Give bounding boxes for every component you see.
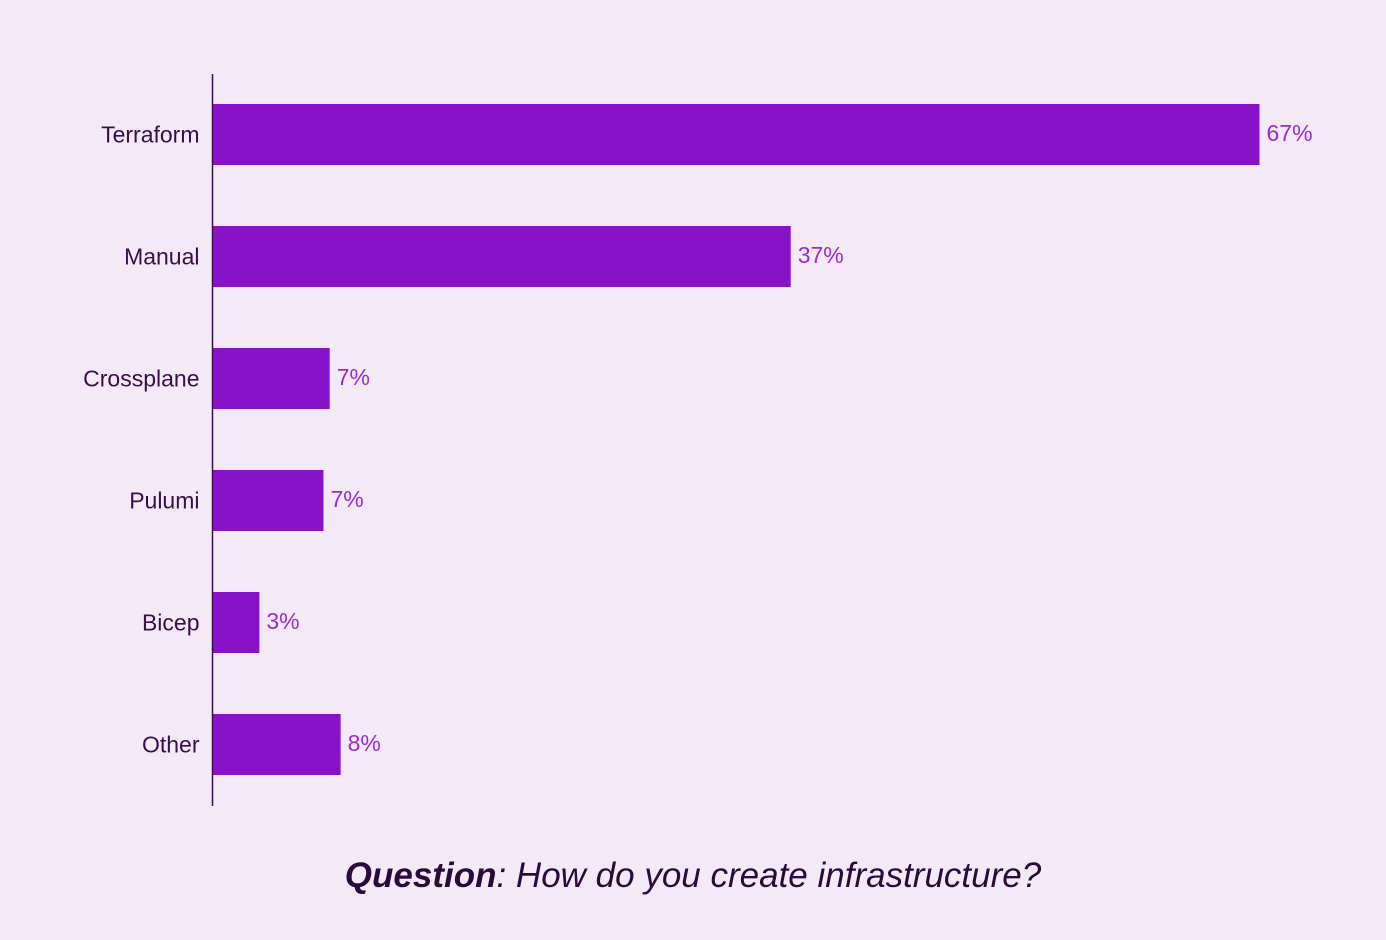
bar-bicep [212, 592, 260, 653]
bar-other [212, 714, 341, 775]
caption-prefix: Question [344, 856, 497, 895]
value-labels-group: 67% 37% 7% 7% 3% 8% [266, 120, 1312, 756]
bar-manual [212, 226, 791, 287]
category-label-pulumi: Pulumi [129, 488, 199, 514]
value-label-manual: 37% [798, 242, 844, 268]
category-label-bicep: Bicep [142, 610, 200, 636]
bar-terraform [212, 104, 1260, 165]
bars-group [212, 104, 1260, 775]
bar-chart: Terraform Manual Crossplane Pulumi Bicep Othe… [83, 74, 1313, 806]
value-label-bicep: 3% [266, 608, 299, 634]
value-label-terraform: 67% [1267, 120, 1313, 146]
bar-pulumi [212, 470, 324, 531]
bar-crossplane [212, 348, 330, 409]
value-label-crossplane: 7% [337, 364, 370, 390]
category-label-manual: Manual [124, 244, 199, 270]
chart-caption: Question: How do you create infrastructu… [0, 856, 1386, 896]
category-label-terraform: Terraform [101, 122, 199, 148]
category-label-crossplane: Crossplane [83, 366, 199, 392]
value-label-other: 8% [348, 730, 381, 756]
category-labels-group: Terraform Manual Crossplane Pulumi Bicep Othe… [83, 122, 200, 758]
caption-text: : How do you create infrastructure? [496, 856, 1042, 895]
category-label-other: Other [142, 732, 200, 758]
value-label-pulumi: 7% [330, 486, 363, 512]
